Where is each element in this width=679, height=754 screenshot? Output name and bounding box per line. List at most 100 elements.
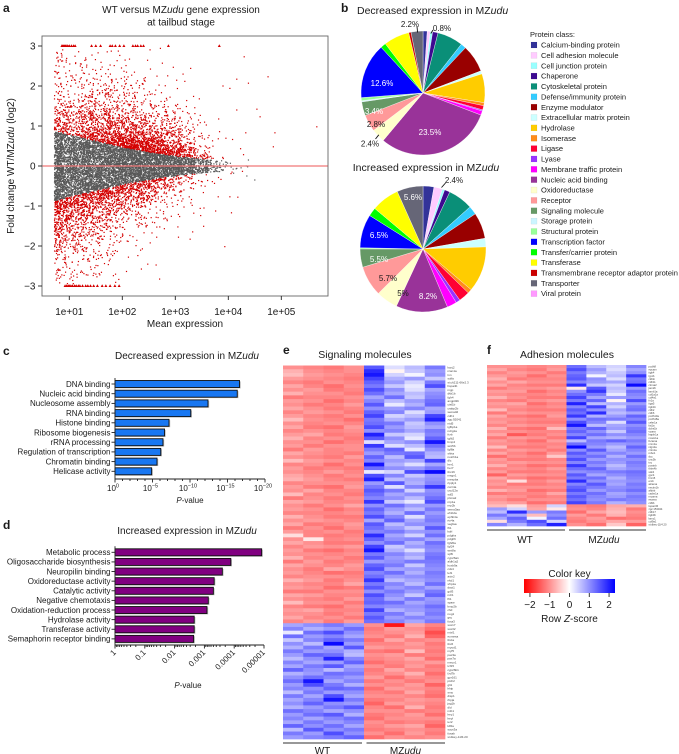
scatter-point-not-significant xyxy=(54,159,56,161)
scatter-point-not-significant xyxy=(82,171,84,173)
scatter-point-not-significant xyxy=(120,147,123,149)
scatter-point-not-significant xyxy=(92,158,94,160)
scatter-point-not-significant xyxy=(137,164,140,166)
scatter-point-not-significant xyxy=(136,163,138,166)
scatter-point-not-significant xyxy=(75,166,78,169)
scatter-point-not-significant xyxy=(56,135,58,137)
scatter-point-not-significant xyxy=(83,189,85,192)
scatter-point-not-significant xyxy=(58,176,60,178)
scatter-point-not-significant xyxy=(85,169,87,172)
scatter-point-not-significant xyxy=(140,171,143,173)
scatter-point-not-significant xyxy=(105,185,107,187)
scatter-point-not-significant xyxy=(77,152,79,155)
scatter-point-not-significant xyxy=(70,194,72,196)
scatter-point-not-significant xyxy=(62,193,64,196)
scatter-point-not-significant xyxy=(71,144,74,146)
scatter-point-not-significant xyxy=(92,171,94,173)
scatter-point-not-significant xyxy=(83,145,85,147)
scatter-point-not-significant xyxy=(84,158,86,160)
scatter-point-not-significant xyxy=(75,175,77,177)
scatter-point-not-significant xyxy=(59,189,61,191)
scatter-point-not-significant xyxy=(107,183,109,185)
scatter-point-not-significant xyxy=(123,181,125,183)
scatter-point-not-significant xyxy=(85,177,87,179)
scatter-point-not-significant xyxy=(79,192,81,194)
scatter-point-not-significant xyxy=(60,151,62,154)
scatter-point-not-significant xyxy=(55,187,57,189)
scatter-point-not-significant xyxy=(71,141,73,144)
scatter-point-not-significant xyxy=(103,163,105,165)
scatter-point-not-significant xyxy=(56,196,58,198)
scatter-point-not-significant xyxy=(80,164,82,166)
scatter-point-not-significant xyxy=(66,185,68,187)
scatter-point-not-significant xyxy=(113,153,116,155)
scatter-point-not-significant xyxy=(61,142,63,144)
scatter-point-not-significant xyxy=(85,145,87,147)
scatter-point-not-significant xyxy=(109,168,111,170)
scatter-point-not-significant xyxy=(119,169,121,171)
scatter-point-not-significant xyxy=(95,159,98,161)
scatter-point-not-significant xyxy=(95,188,98,190)
scatter-point-not-significant xyxy=(94,163,96,165)
scatter-point-not-significant xyxy=(54,132,57,134)
scatter-point-not-significant xyxy=(72,192,74,194)
scatter-point-not-significant xyxy=(74,180,76,183)
scatter-point-not-significant xyxy=(56,193,58,195)
scatter-point-not-significant xyxy=(60,162,62,164)
scatter-point-not-significant xyxy=(71,156,73,158)
scatter-point-not-significant xyxy=(108,146,110,148)
scatter-point-not-significant xyxy=(100,164,103,166)
scatter-point-not-significant xyxy=(74,192,76,194)
scatter-point-not-significant xyxy=(60,171,62,173)
scatter-point-not-significant xyxy=(56,132,59,134)
scatter-point-not-significant xyxy=(127,155,129,157)
scatter-point-not-significant xyxy=(57,147,59,149)
scatter-point-not-significant xyxy=(78,145,80,147)
scatter-point-not-significant xyxy=(126,174,129,176)
scatter-point-not-significant xyxy=(88,161,91,163)
scatter-point-not-significant xyxy=(72,189,74,192)
scatter-point-not-significant xyxy=(61,186,63,188)
scatter-point-not-significant xyxy=(56,140,58,142)
scatter-point-not-significant xyxy=(86,184,89,187)
scatter-point-not-significant xyxy=(100,163,102,166)
scatter-point-not-significant xyxy=(61,169,63,171)
scatter-point-not-significant xyxy=(111,160,113,162)
scatter-point-not-significant xyxy=(70,184,72,186)
scatter-point-not-significant xyxy=(83,183,85,185)
scatter-point-not-significant xyxy=(117,176,119,178)
scatter-point-not-significant xyxy=(61,134,63,136)
scatter-point-not-significant xyxy=(79,179,81,181)
scatter-point-not-significant xyxy=(55,175,57,177)
scatter-point-not-significant xyxy=(78,176,81,179)
scatter-point-not-significant xyxy=(86,163,88,165)
scatter-point-not-significant xyxy=(101,153,104,155)
scatter-point-not-significant xyxy=(73,181,76,183)
scatter-point-not-significant xyxy=(57,132,60,134)
scatter-point-not-significant xyxy=(75,151,78,153)
scatter-point-not-significant xyxy=(99,141,101,143)
scatter-point-not-significant xyxy=(57,155,60,157)
scatter-point-not-significant xyxy=(119,154,122,156)
scatter-point-not-significant xyxy=(96,174,98,177)
scatter-point-not-significant xyxy=(103,172,105,174)
scatter-point-not-significant xyxy=(70,174,72,176)
scatter-point-not-significant xyxy=(106,159,109,161)
scatter-point-not-significant xyxy=(126,163,128,166)
scatter-point-not-significant xyxy=(106,164,108,166)
scatter-point-not-significant xyxy=(55,160,57,162)
scatter-point-not-significant xyxy=(103,157,106,159)
scatter-point-not-significant xyxy=(105,147,107,149)
scatter-point-not-significant xyxy=(67,194,70,196)
scatter-point-not-significant xyxy=(67,190,69,192)
scatter-point-not-significant xyxy=(120,163,122,165)
scatter-point-not-significant xyxy=(78,170,80,172)
scatter-point-not-significant xyxy=(61,135,63,137)
scatter-point-not-significant xyxy=(80,166,82,168)
scatter-point-not-significant xyxy=(56,168,59,171)
scatter-point-not-significant xyxy=(58,166,60,168)
scatter-point-not-significant xyxy=(59,135,62,137)
scatter-point-not-significant xyxy=(71,139,73,141)
scatter-point-not-significant xyxy=(80,184,82,186)
scatter-point-not-significant xyxy=(92,176,94,178)
